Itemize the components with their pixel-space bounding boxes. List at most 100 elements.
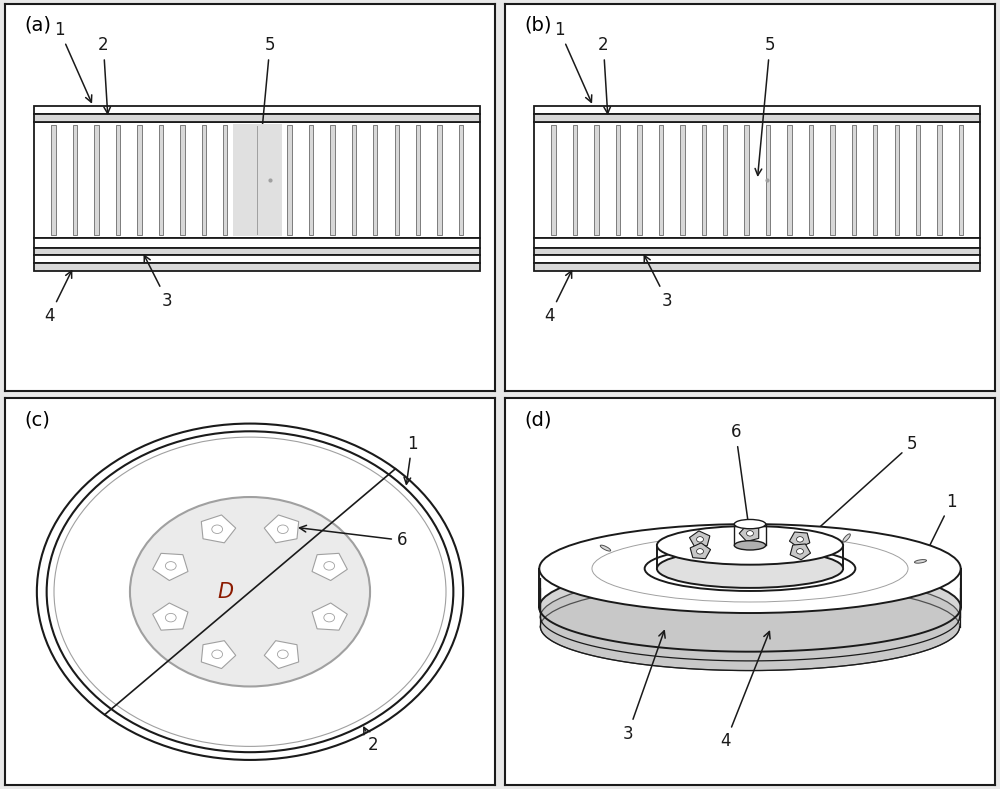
- Bar: [34, 114, 480, 122]
- Bar: [51, 125, 56, 235]
- Bar: [723, 125, 727, 235]
- Bar: [766, 125, 770, 235]
- Bar: [437, 125, 442, 235]
- Bar: [244, 125, 249, 235]
- Text: 3: 3: [144, 256, 172, 309]
- Ellipse shape: [657, 526, 843, 565]
- Text: 6: 6: [730, 423, 752, 531]
- Bar: [534, 107, 980, 114]
- Text: 5: 5: [755, 36, 775, 175]
- Bar: [94, 125, 99, 235]
- Bar: [809, 125, 813, 235]
- Bar: [534, 256, 980, 263]
- Circle shape: [212, 525, 223, 533]
- Circle shape: [130, 497, 370, 686]
- Text: 2: 2: [598, 36, 611, 114]
- Bar: [937, 125, 942, 235]
- Text: 6: 6: [300, 525, 408, 549]
- Circle shape: [324, 562, 335, 570]
- Text: 2: 2: [364, 727, 378, 754]
- Circle shape: [697, 537, 703, 542]
- Text: (b): (b): [525, 16, 552, 35]
- Bar: [680, 125, 685, 235]
- Circle shape: [747, 531, 753, 536]
- Ellipse shape: [714, 528, 718, 537]
- Bar: [34, 263, 480, 271]
- Bar: [459, 125, 463, 235]
- Text: 5: 5: [809, 435, 917, 537]
- Text: 1: 1: [54, 21, 92, 103]
- Text: 2: 2: [554, 547, 574, 580]
- Circle shape: [54, 437, 446, 746]
- Bar: [895, 125, 899, 235]
- Ellipse shape: [734, 519, 766, 529]
- Bar: [233, 124, 282, 236]
- Text: 2: 2: [98, 36, 111, 114]
- Bar: [373, 125, 377, 235]
- Bar: [744, 125, 749, 235]
- Text: 3: 3: [644, 256, 672, 309]
- Bar: [34, 237, 480, 248]
- Ellipse shape: [914, 559, 927, 563]
- Bar: [34, 107, 480, 114]
- Bar: [287, 125, 292, 235]
- Circle shape: [324, 613, 335, 622]
- Text: 4: 4: [721, 631, 770, 750]
- Bar: [534, 114, 980, 122]
- Bar: [534, 122, 980, 237]
- Bar: [309, 125, 313, 235]
- Text: 1: 1: [554, 21, 592, 103]
- Ellipse shape: [843, 534, 850, 542]
- Bar: [594, 125, 599, 235]
- Bar: [159, 125, 163, 235]
- Circle shape: [697, 548, 703, 554]
- Ellipse shape: [539, 563, 961, 652]
- Bar: [616, 125, 620, 235]
- Bar: [852, 125, 856, 235]
- Bar: [352, 125, 356, 235]
- Text: 4: 4: [544, 271, 572, 325]
- Bar: [534, 237, 980, 248]
- Circle shape: [47, 432, 453, 752]
- Ellipse shape: [657, 549, 843, 588]
- Ellipse shape: [539, 524, 961, 613]
- Circle shape: [37, 424, 463, 760]
- Bar: [551, 125, 556, 235]
- Text: (c): (c): [25, 410, 50, 429]
- Bar: [116, 125, 120, 235]
- Bar: [395, 125, 399, 235]
- Bar: [330, 125, 335, 235]
- Bar: [416, 125, 420, 235]
- Bar: [223, 125, 227, 235]
- Bar: [202, 125, 206, 235]
- Bar: [137, 125, 142, 235]
- Circle shape: [277, 525, 288, 533]
- Circle shape: [165, 613, 176, 622]
- Text: D: D: [217, 581, 234, 602]
- Bar: [34, 122, 480, 237]
- Text: 1: 1: [925, 492, 957, 555]
- Bar: [959, 125, 963, 235]
- Text: 1: 1: [404, 435, 417, 484]
- Bar: [534, 248, 980, 256]
- Circle shape: [277, 650, 288, 659]
- Ellipse shape: [540, 573, 960, 661]
- Bar: [534, 263, 980, 271]
- Bar: [873, 125, 877, 235]
- Text: (a): (a): [25, 16, 52, 35]
- Text: 3: 3: [623, 630, 665, 742]
- Bar: [34, 256, 480, 263]
- Text: 5: 5: [255, 36, 275, 175]
- Ellipse shape: [645, 546, 855, 591]
- Bar: [916, 125, 920, 235]
- Ellipse shape: [734, 540, 766, 550]
- Bar: [702, 125, 706, 235]
- Bar: [787, 125, 792, 235]
- Text: (d): (d): [525, 410, 552, 429]
- Circle shape: [797, 548, 803, 554]
- Circle shape: [212, 650, 223, 659]
- Circle shape: [797, 537, 803, 542]
- Circle shape: [165, 562, 176, 570]
- Bar: [73, 125, 77, 235]
- Bar: [659, 125, 663, 235]
